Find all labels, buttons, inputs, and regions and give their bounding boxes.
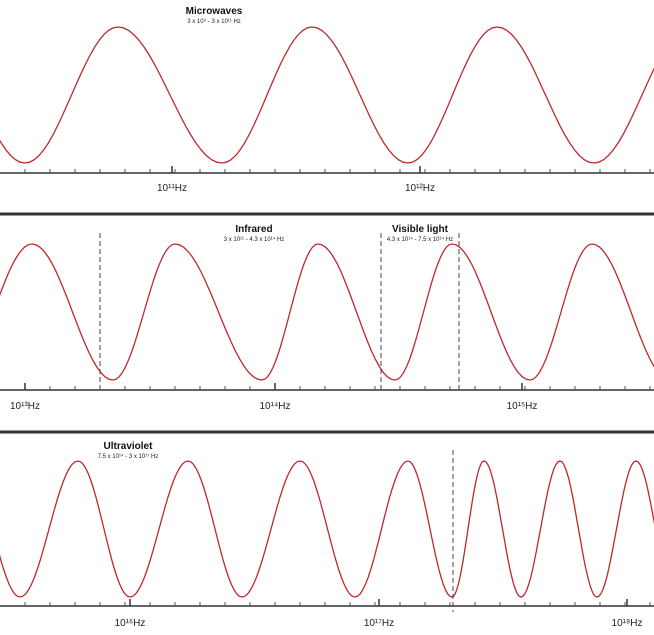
- frequency-label: 10¹¹Hz: [157, 183, 187, 194]
- band-name: Visible light: [392, 224, 449, 235]
- band-range: 3 x 10⁹ - 3 x 10¹¹ Hz: [187, 18, 241, 25]
- wave: [0, 243, 654, 381]
- band-name: Infrared: [235, 224, 272, 235]
- wave: [0, 26, 654, 164]
- frequency-label: 10¹⁴Hz: [260, 401, 291, 412]
- frequency-label: 10¹⁵Hz: [507, 401, 538, 412]
- band-range: 4.3 x 10¹⁴ - 7.5 x 10¹⁴ Hz: [387, 236, 453, 243]
- band-name: Ultraviolet: [104, 441, 154, 452]
- band-range: 7.5 x 10¹⁴ - 3 x 10¹⁷ Hz: [98, 453, 159, 460]
- band-range: 3 x 10¹¹ - 4.3 x 10¹⁴ Hz: [224, 236, 285, 243]
- frequency-label: 10¹⁷Hz: [364, 618, 394, 629]
- wave: [0, 460, 654, 598]
- frequency-label: 10¹²Hz: [405, 183, 435, 194]
- frequency-label: 10¹⁶Hz: [115, 618, 146, 629]
- frequency-label: 10¹⁸Hz: [612, 618, 643, 629]
- band-name: Microwaves: [186, 6, 243, 17]
- frequency-label: 10¹³Hz: [10, 401, 40, 412]
